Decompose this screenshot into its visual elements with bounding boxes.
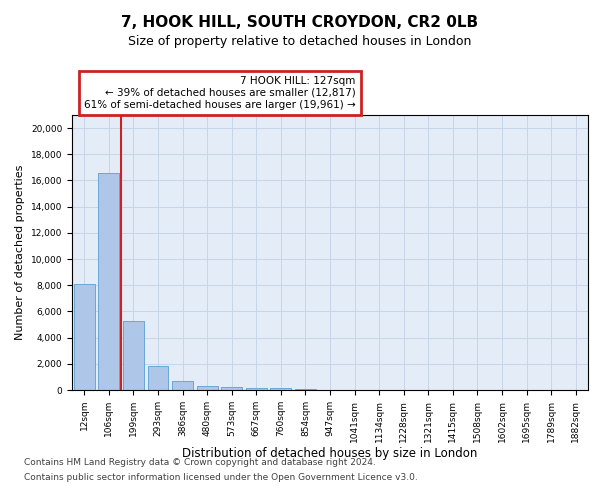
Bar [74,284,95,390]
Bar [246,388,267,390]
Bar [172,382,193,390]
Text: Contains public sector information licensed under the Open Government Licence v3: Contains public sector information licen… [24,473,418,482]
Bar [271,388,292,390]
Text: 7, HOOK HILL, SOUTH CROYDON, CR2 0LB: 7, HOOK HILL, SOUTH CROYDON, CR2 0LB [121,15,479,30]
Bar [221,388,242,390]
Y-axis label: Number of detached properties: Number of detached properties [15,165,25,340]
Bar [98,172,119,390]
Bar [295,388,316,390]
Bar [197,386,218,390]
Text: Size of property relative to detached houses in London: Size of property relative to detached ho… [128,34,472,48]
Text: Contains HM Land Registry data © Crown copyright and database right 2024.: Contains HM Land Registry data © Crown c… [24,458,376,467]
X-axis label: Distribution of detached houses by size in London: Distribution of detached houses by size … [182,448,478,460]
Text: 7 HOOK HILL: 127sqm
← 39% of detached houses are smaller (12,817)
61% of semi-de: 7 HOOK HILL: 127sqm ← 39% of detached ho… [84,76,356,110]
Bar [123,320,144,390]
Bar [148,366,169,390]
